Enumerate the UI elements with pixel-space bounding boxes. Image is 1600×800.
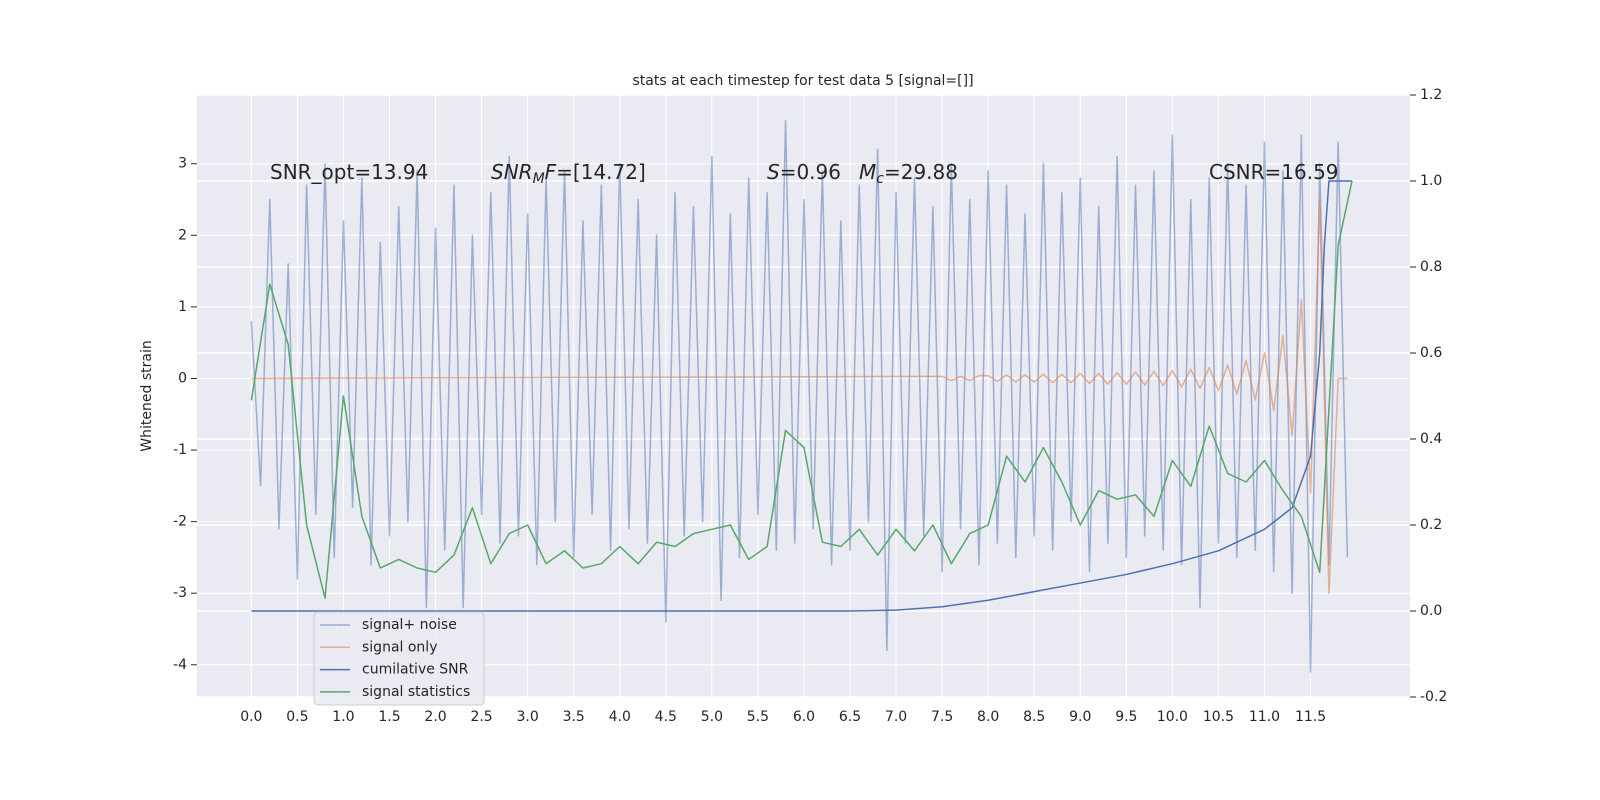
- x-tick-label: 1.5: [378, 709, 400, 725]
- y2-tick-label: 1.0: [1420, 173, 1442, 189]
- x-tick-label: 9.5: [1115, 709, 1137, 725]
- y2-tick-label: 0.6: [1420, 345, 1442, 361]
- y-tick-label: -3: [173, 585, 187, 601]
- annotation-text: M: [859, 160, 876, 184]
- x-tick-label: 6.0: [793, 709, 815, 725]
- annotation: SNRMF=[14.72]: [491, 160, 646, 188]
- y-tick-label: 1: [178, 299, 187, 315]
- x-tick-label: 8.5: [1023, 709, 1045, 725]
- annotation-text: =[14.72]: [556, 160, 646, 184]
- x-tick-label: 5.5: [747, 709, 769, 725]
- series-line: [251, 180, 1352, 612]
- x-tick-label: 11.5: [1295, 709, 1326, 725]
- x-tick-label: 0.0: [240, 709, 262, 725]
- y2-tick-label: 0.2: [1420, 517, 1442, 533]
- x-tick-label: 2.0: [424, 709, 446, 725]
- y2-tick-label: 0.0: [1420, 603, 1442, 619]
- annotation: Mc=29.88: [859, 160, 958, 188]
- annotation-text: =29.88: [884, 160, 958, 184]
- series-line: [251, 198, 1348, 594]
- y2-tick-label: 1.2: [1420, 87, 1442, 103]
- legend-box: [313, 611, 485, 706]
- y2-tick-label: 0.8: [1420, 259, 1442, 275]
- legend-label: signal statistics: [362, 684, 470, 700]
- annotation: SNR_opt=13.94: [270, 160, 428, 184]
- annotation-text: SNR: [491, 160, 533, 184]
- x-tick-label: 3.5: [563, 709, 585, 725]
- x-tick-label: 7.5: [931, 709, 953, 725]
- legend: signal+ noise signal only cumilative SNR si…: [313, 611, 485, 706]
- x-tick-label: 4.0: [609, 709, 631, 725]
- x-tick-label: 8.0: [977, 709, 999, 725]
- annotation: S=0.96: [767, 160, 841, 184]
- series-line: [250, 120, 1349, 673]
- x-tick-label: 9.0: [1069, 709, 1091, 725]
- legend-label: cumilative SNR: [362, 662, 469, 678]
- annotation-text: c: [876, 171, 884, 187]
- x-tick-label: 1.0: [332, 709, 354, 725]
- annotation-text: M: [533, 171, 545, 187]
- annotation-text: =0.96: [780, 160, 841, 184]
- x-tick-label: 10.5: [1203, 709, 1234, 725]
- legend-label: signal only: [362, 639, 437, 655]
- x-tick-label: 6.5: [839, 709, 861, 725]
- y2-tick-label: -0.2: [1420, 689, 1447, 705]
- y2-tick-label: 0.4: [1420, 431, 1442, 447]
- y-tick-label: 3: [178, 156, 187, 172]
- annotation-text: F: [545, 160, 557, 184]
- annotation-text: CSNR=16.59: [1209, 160, 1339, 184]
- x-tick-label: 3.0: [517, 709, 539, 725]
- x-tick-label: 0.5: [286, 709, 308, 725]
- series-line: [250, 180, 1353, 599]
- marks: [250, 120, 1353, 673]
- y-tick-label: -2: [173, 514, 187, 530]
- annotation: CSNR=16.59: [1209, 160, 1339, 184]
- y-tick-label: 2: [178, 227, 187, 243]
- annotation-text: SNR_opt=13.94: [270, 160, 428, 184]
- x-tick-label: 4.5: [655, 709, 677, 725]
- x-tick-label: 2.5: [470, 709, 492, 725]
- x-tick-label: 7.0: [885, 709, 907, 725]
- annotation-text: S: [767, 160, 780, 184]
- x-tick-label: 10.0: [1157, 709, 1188, 725]
- y-axis-label: Whitened strain: [139, 340, 155, 451]
- y-tick-label: -4: [173, 657, 187, 673]
- x-tick-label: 11.0: [1249, 709, 1280, 725]
- legend-label: signal+ noise: [362, 617, 457, 633]
- x-tick-label: 5.0: [701, 709, 723, 725]
- y-tick-label: 0: [178, 370, 187, 386]
- chart-title: stats at each timestep for test data 5 […: [632, 73, 973, 89]
- y-tick-label: -1: [173, 442, 187, 458]
